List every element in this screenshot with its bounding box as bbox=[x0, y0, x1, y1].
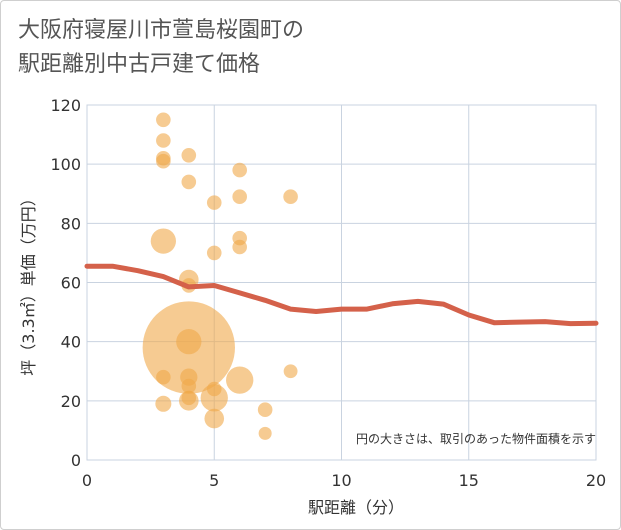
bubble-point bbox=[181, 378, 197, 394]
bubble-point bbox=[181, 174, 197, 190]
bubble-point bbox=[156, 112, 171, 128]
x-tick-label: 20 bbox=[586, 471, 606, 490]
x-tick-label: 15 bbox=[459, 471, 479, 490]
tick-labels: 0 5 10 15 20 0 20 40 60 80 100 120 bbox=[50, 96, 606, 490]
y-tick-label: 40 bbox=[61, 333, 81, 352]
bubble-point bbox=[204, 408, 225, 429]
bubble-point bbox=[283, 364, 298, 379]
y-tick-label: 20 bbox=[61, 392, 81, 411]
bubble-point bbox=[232, 189, 247, 205]
y-tick-label: 60 bbox=[61, 274, 81, 293]
bubble-point bbox=[283, 189, 298, 205]
y-tick-label: 120 bbox=[50, 96, 81, 115]
bubble-point bbox=[179, 391, 199, 411]
bubble-point bbox=[156, 153, 171, 169]
trend-line-group bbox=[84, 263, 599, 327]
bubble-point bbox=[156, 133, 171, 148]
bubble-point bbox=[257, 402, 273, 418]
bubble-point bbox=[206, 195, 222, 210]
chart-title-line1: 大阪府寝屋川市萱島桜園町の bbox=[18, 18, 305, 43]
y-tick-label: 0 bbox=[71, 451, 81, 470]
bubble-point bbox=[232, 162, 247, 178]
x-tick-label: 5 bbox=[209, 471, 219, 490]
y-tick-label: 100 bbox=[50, 155, 81, 174]
bubble-point bbox=[232, 239, 247, 255]
bubble-point bbox=[155, 395, 172, 412]
size-note: 円の大きさは、取引のあった物件面積を示す bbox=[356, 431, 596, 446]
bubble-point bbox=[258, 426, 272, 440]
y-tick-label: 80 bbox=[61, 214, 81, 233]
chart-title: 大阪府寝屋川市萱島桜園町の 駅距離別中古戸建て価格 bbox=[18, 14, 304, 82]
bubble-point bbox=[150, 228, 176, 254]
x-axis-label: 駅距離（分） bbox=[308, 498, 404, 517]
bubble-point bbox=[206, 245, 222, 261]
bubbles bbox=[142, 112, 298, 440]
x-tick-label: 10 bbox=[331, 471, 351, 490]
bubble-point bbox=[181, 147, 197, 163]
chart-title-line2: 駅距離別中古戸建て価格 bbox=[18, 52, 261, 77]
y-axis-label: 坪（3.3㎡）単価（万円） bbox=[19, 190, 38, 375]
x-tick-label: 0 bbox=[82, 471, 92, 490]
bubble-point bbox=[142, 301, 235, 394]
bubble-point bbox=[226, 366, 254, 394]
bubble-point bbox=[200, 384, 228, 412]
trend-line bbox=[84, 263, 599, 327]
